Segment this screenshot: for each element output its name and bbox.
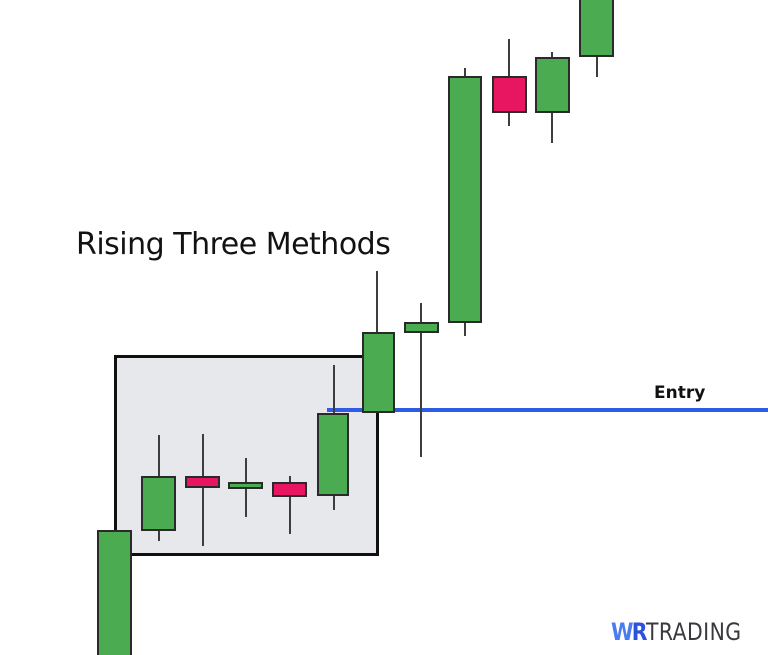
candle-wick xyxy=(202,434,204,546)
candle-body-pink xyxy=(492,76,527,113)
candle-wick xyxy=(420,303,422,457)
page-title: Rising Three Methods xyxy=(76,227,391,262)
entry-label: Entry xyxy=(654,383,706,403)
logo-wr-text: WR xyxy=(611,618,648,646)
candle-body-green xyxy=(362,332,395,413)
logo-letter-w-glyph: W xyxy=(611,618,635,646)
candle-body-green xyxy=(404,322,439,333)
candle-body-green xyxy=(579,0,614,57)
candle-wick xyxy=(289,476,291,534)
logo-letter-w: WR xyxy=(611,618,648,646)
candle-body-pink xyxy=(272,482,307,497)
entry-line xyxy=(327,408,768,412)
candle-body-green xyxy=(448,76,482,323)
candle-body-pink xyxy=(185,476,220,488)
wr-trading-logo: WRTRADING xyxy=(612,619,742,645)
logo-trading-text: TRADING xyxy=(646,618,742,646)
candle-wick xyxy=(596,57,598,77)
logo-letter-r-glyph: R xyxy=(632,618,648,646)
candle-body-green xyxy=(535,57,570,113)
candle-body-green xyxy=(97,530,132,655)
candle-body-green xyxy=(317,413,349,496)
candle-body-green xyxy=(228,482,263,489)
candle-body-green xyxy=(141,476,176,531)
